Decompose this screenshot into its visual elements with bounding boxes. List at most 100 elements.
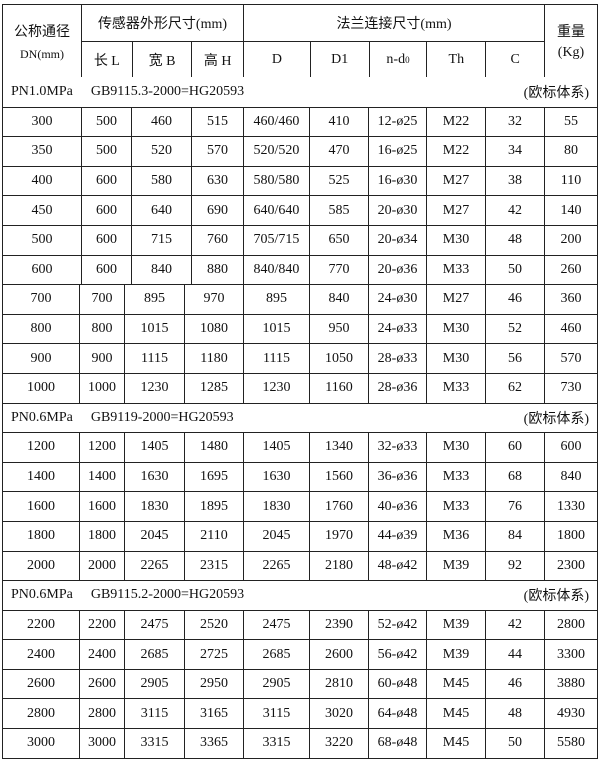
table-row: 2000 2000 2265 2315 2265 2180 48-ø42 M39 92 2300	[3, 550, 597, 581]
table-cell: 640/640	[243, 196, 309, 225]
table-cell: 84	[485, 521, 544, 551]
table-cell: 2905	[124, 669, 184, 699]
table-cell: 460/460	[243, 107, 309, 137]
table-cell: 2475	[243, 610, 309, 640]
table-cell: 1160	[309, 373, 368, 403]
table-cell: 3000	[27, 735, 55, 751]
table-cell: 1480	[184, 433, 243, 462]
col-nd0-label: n-d	[386, 51, 406, 67]
table-cell: 2520	[184, 610, 243, 640]
table-cell: 300	[31, 113, 53, 129]
weight-title: 重量	[557, 25, 585, 40]
table-cell: M30	[426, 433, 485, 462]
table-cell: 3000	[79, 729, 124, 758]
table-cell: 2905	[243, 669, 309, 699]
table-cell: 400	[31, 173, 53, 189]
table-cell: 800	[30, 321, 52, 337]
table-cell: 1630	[243, 462, 309, 492]
table-row: 3000 3000 3315 3365 3315 3220 68-ø48 M45 50 5580	[3, 728, 597, 758]
table-cell: 68	[485, 462, 544, 492]
table-cell: M22	[426, 107, 485, 137]
table-cell: 3020	[309, 699, 368, 729]
table-cell: 2265	[124, 551, 184, 581]
standard-system: (欧标体系)	[523, 589, 589, 605]
table-row: 2200 2200 2475 2520 2475 2390 52-ø42 M39 42 2800	[3, 609, 597, 640]
table-cell: 4930	[544, 699, 597, 729]
table-cell: 140	[544, 196, 597, 225]
table-cell: 1895	[184, 492, 243, 521]
table-header: 公称通径 DN(mm) 传感器外形尺寸(mm) 长 L 宽 B 高 H 法兰连接…	[3, 5, 597, 77]
table-cell: M33	[426, 462, 485, 492]
table-cell: 3115	[243, 699, 309, 729]
table-cell: 1050	[309, 344, 368, 373]
table-cell: 800	[79, 314, 124, 344]
table-cell: 2685	[243, 640, 309, 669]
table-cell: 3115	[124, 699, 184, 729]
table-cell: 700	[30, 291, 52, 307]
table-cell: 2045	[243, 521, 309, 551]
table-cell: 500	[31, 232, 53, 248]
table-cell: 48	[485, 699, 544, 729]
table-cell: 350	[31, 143, 53, 159]
flange-title: 法兰连接尺寸(mm)	[336, 17, 452, 32]
table-cell: M27	[426, 166, 485, 196]
table-cell: 3300	[544, 640, 597, 669]
table-cell: 525	[309, 166, 368, 196]
table-cell: 42	[485, 610, 544, 640]
table-cell: 520/520	[243, 137, 309, 166]
table-cell: 48	[485, 225, 544, 255]
table-cell: 1560	[309, 462, 368, 492]
table-cell: 68-ø48	[368, 729, 426, 758]
standard-system: (欧标体系)	[523, 411, 589, 427]
table-cell: 1340	[309, 433, 368, 462]
section-header: PN0.6MPa GB9119-2000=HG20593 (欧标体系)	[3, 402, 597, 433]
table-cell: 600	[81, 255, 131, 285]
table-cell: 880	[191, 255, 243, 285]
table-cell: 2810	[309, 669, 368, 699]
table-cell: 20-ø34	[368, 225, 426, 255]
table-cell: 1015	[243, 314, 309, 344]
table-cell: 1080	[184, 314, 243, 344]
table-cell: 52-ø42	[368, 610, 426, 640]
table-cell: 2200	[27, 616, 55, 632]
table-cell: 840	[309, 285, 368, 314]
table-cell: 64-ø48	[368, 699, 426, 729]
flange-standard: GB9115.2-2000=HG20593	[90, 587, 245, 603]
table-cell: 3315	[243, 729, 309, 758]
pressure-rating: PN0.6MPa	[11, 587, 73, 603]
table-cell: 1405	[124, 433, 184, 462]
table-row: 350 500 520 570 520/520 470 16-ø25 M22 34 80	[3, 136, 597, 166]
table-cell: 470	[309, 137, 368, 166]
table-cell: 1830	[124, 492, 184, 521]
table-cell: 760	[191, 225, 243, 255]
table-cell: 5580	[544, 729, 597, 758]
table-cell: 1180	[184, 344, 243, 373]
table-cell: 1000	[79, 373, 124, 403]
dn-unit: DN(mm)	[20, 46, 64, 61]
table-cell: 2800	[79, 699, 124, 729]
table-cell: 200	[544, 225, 597, 255]
table-cell: 60	[485, 433, 544, 462]
table-cell: M27	[426, 196, 485, 225]
table-cell: M45	[426, 729, 485, 758]
table-cell: M36	[426, 521, 485, 551]
table-cell: 56-ø42	[368, 640, 426, 669]
table-cell: 44-ø39	[368, 521, 426, 551]
table-cell: 3880	[544, 669, 597, 699]
table-row: 1400 1400 1630 1695 1630 1560 36-ø36 M33 68 840	[3, 461, 597, 492]
table-cell: 2200	[79, 610, 124, 640]
col-d1: D1	[309, 42, 369, 77]
table-cell: 1115	[243, 344, 309, 373]
table-cell: 900	[79, 344, 124, 373]
table-cell: 450	[31, 202, 53, 218]
table-cell: M27	[426, 285, 485, 314]
table-cell: 20-ø30	[368, 196, 426, 225]
table-cell: 1015	[124, 314, 184, 344]
weight-header: 重量 (Kg)	[544, 5, 597, 77]
section-header: PN0.6MPa GB9115.2-2000=HG20593 (欧标体系)	[3, 580, 597, 610]
col-d: D	[271, 51, 282, 67]
table-cell: M30	[426, 225, 485, 255]
pressure-rating: PN1.0MPa	[11, 83, 73, 99]
table-cell: 1800	[79, 521, 124, 551]
table-cell: 2600	[27, 676, 55, 692]
